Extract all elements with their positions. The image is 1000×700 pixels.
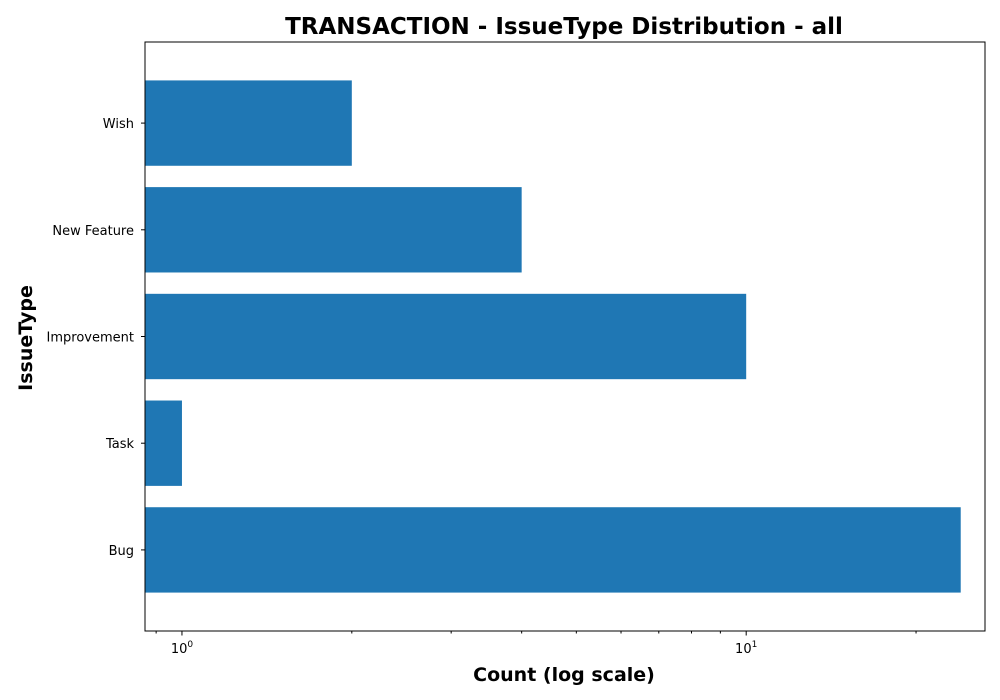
x-tick-label: 100 xyxy=(171,640,194,657)
y-tick-label: Wish xyxy=(103,117,134,132)
y-tick-label: Bug xyxy=(109,544,134,559)
plot-area: Bug Task Improvement New Feature Wish 100 101 xyxy=(47,41,986,657)
y-tick-label: Task xyxy=(105,437,135,452)
bar-wish xyxy=(145,80,352,166)
bar-new-feature xyxy=(145,187,522,273)
y-axis-label: IssueType xyxy=(15,285,37,391)
y-tick-label: Improvement xyxy=(47,331,134,346)
x-tick-label: 101 xyxy=(735,640,757,657)
chart-title: TRANSACTION - IssueType Distribution - a… xyxy=(285,14,843,40)
plot-frame xyxy=(144,41,986,632)
bar-task xyxy=(145,400,182,486)
x-axis-label: Count (log scale) xyxy=(473,664,655,686)
bar-improvement xyxy=(145,293,747,380)
y-tick-label: New Feature xyxy=(52,224,134,239)
bar-bug xyxy=(145,507,961,593)
